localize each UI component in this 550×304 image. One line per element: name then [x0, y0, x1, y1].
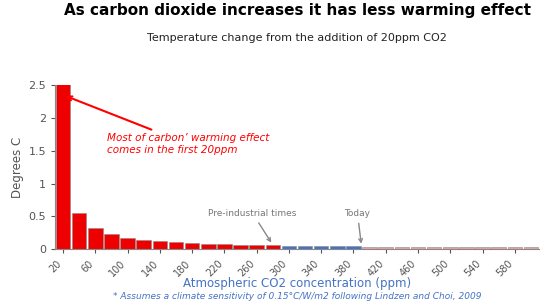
Bar: [266, 245, 280, 249]
Bar: [346, 247, 361, 249]
Bar: [378, 247, 393, 249]
Text: Temperature change from the addition of 20ppm CO2: Temperature change from the addition of …: [147, 33, 447, 43]
Text: Most of carbon’ warming effect
comes in the first 20ppm: Most of carbon’ warming effect comes in …: [68, 96, 270, 155]
Bar: [443, 247, 458, 249]
Bar: [136, 240, 151, 249]
Text: * Assumes a climate sensitivity of 0.15°C/W/m2 following Lindzen and Choi, 2009: * Assumes a climate sensitivity of 0.15°…: [113, 292, 481, 301]
Bar: [104, 234, 119, 249]
Bar: [427, 247, 442, 249]
Bar: [72, 213, 86, 249]
Bar: [201, 244, 216, 249]
Bar: [169, 242, 183, 249]
Bar: [88, 228, 103, 249]
Bar: [459, 247, 474, 249]
Bar: [233, 245, 248, 249]
Bar: [330, 246, 345, 249]
Bar: [411, 247, 425, 249]
Bar: [362, 247, 377, 249]
Text: Pre-industrial times: Pre-industrial times: [208, 209, 297, 241]
Bar: [120, 237, 135, 249]
Bar: [56, 55, 70, 249]
Bar: [282, 246, 296, 249]
Bar: [394, 247, 409, 249]
Bar: [524, 247, 538, 249]
Text: Today: Today: [344, 209, 371, 242]
Bar: [152, 241, 167, 249]
Y-axis label: Degrees C: Degrees C: [11, 136, 24, 198]
Text: As carbon dioxide increases it has less warming effect: As carbon dioxide increases it has less …: [63, 3, 531, 18]
Bar: [249, 245, 264, 249]
Bar: [491, 247, 506, 249]
Bar: [298, 246, 312, 249]
Bar: [314, 246, 328, 249]
Bar: [185, 243, 200, 249]
Bar: [475, 247, 490, 249]
Bar: [508, 247, 522, 249]
Bar: [217, 244, 232, 249]
Text: Atmospheric CO2 concentration (ppm): Atmospheric CO2 concentration (ppm): [183, 277, 411, 290]
